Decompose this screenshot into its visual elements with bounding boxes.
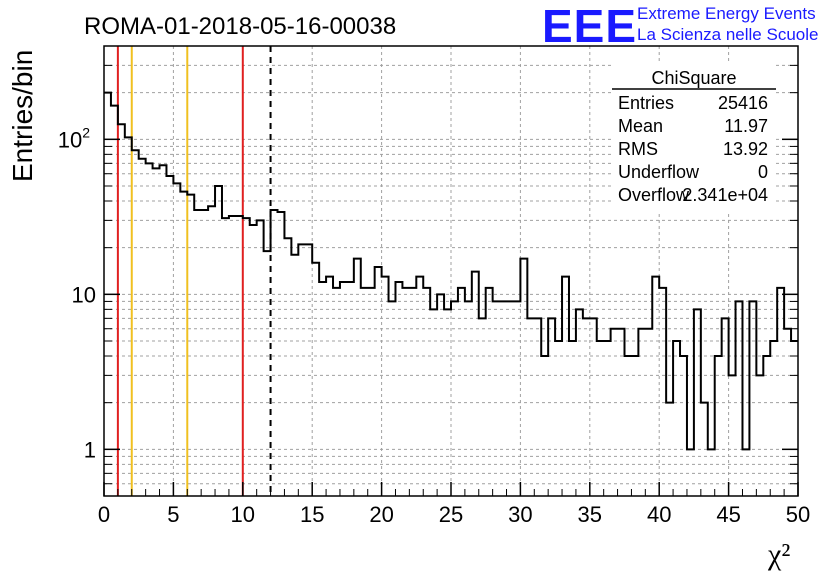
x-tick-label: 45 xyxy=(716,502,740,527)
stats-label-entries: Entries xyxy=(618,93,674,113)
x-tick-label: 35 xyxy=(578,502,602,527)
x-tick-label: 40 xyxy=(647,502,671,527)
y-tick-label: 102 xyxy=(58,124,90,152)
x-tick-label: 10 xyxy=(231,502,255,527)
stats-label-underflow: Underflow xyxy=(618,162,700,182)
x-tick-label: 5 xyxy=(167,502,179,527)
logo-mark: EEE xyxy=(542,0,637,52)
stats-value-mean: 11.97 xyxy=(724,116,768,136)
stats-box: ChiSquare Entries 25416 Mean 11.97 RMS 1… xyxy=(612,64,776,214)
y-tick-label: 10 xyxy=(72,282,96,307)
y-axis-label: Entries/bin xyxy=(7,50,38,182)
stats-value-rms: 13.92 xyxy=(723,139,768,159)
logo-line-2: La Scienza nelle Scuole xyxy=(637,25,818,44)
x-tick-label: 25 xyxy=(439,502,463,527)
logo-line-1: Extreme Energy Events xyxy=(637,4,816,23)
reference-lines xyxy=(116,46,272,496)
stats-value-entries: 25416 xyxy=(718,93,768,113)
stats-value-overflow: 2.341e+04 xyxy=(682,185,768,205)
stats-label-rms: RMS xyxy=(618,139,658,159)
stats-label-mean: Mean xyxy=(618,116,663,136)
y-tick-label: 1 xyxy=(84,437,96,462)
eee-logo: EEE Extreme Energy Events La Scienza nel… xyxy=(542,0,818,52)
x-tick-label: 50 xyxy=(786,502,810,527)
x-tick-label: 20 xyxy=(369,502,393,527)
x-tick-label: 30 xyxy=(508,502,532,527)
x-axis-label: χ² xyxy=(767,538,790,571)
x-tick-label: 15 xyxy=(300,502,324,527)
chart-title: ROMA-01-2018-05-16-00038 xyxy=(84,13,396,40)
stats-title: ChiSquare xyxy=(651,68,736,88)
histogram-series xyxy=(104,91,798,451)
stats-label-overflow: Overflow xyxy=(618,185,690,205)
stats-value-underflow: 0 xyxy=(758,162,768,182)
axis-ticks: 0 5 10 15 20 25 30 35 40 45 50 1 10 102 xyxy=(58,45,810,527)
x-tick-label: 0 xyxy=(98,502,110,527)
